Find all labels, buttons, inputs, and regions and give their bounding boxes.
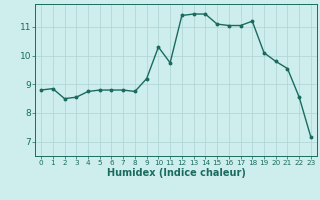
X-axis label: Humidex (Indice chaleur): Humidex (Indice chaleur) <box>107 168 245 178</box>
